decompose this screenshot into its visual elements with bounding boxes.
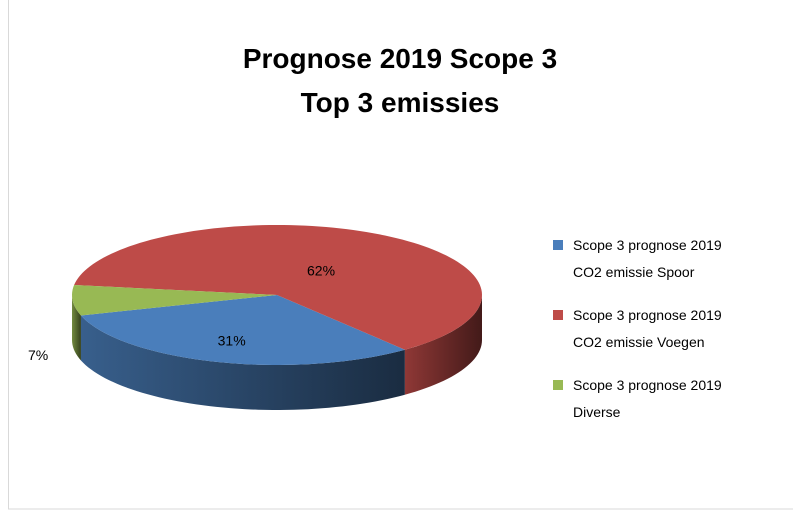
slice-side <box>404 295 482 395</box>
legend-label: Scope 3 prognose 2019 CO2 emissie Spoor <box>573 237 722 280</box>
slice-side <box>80 315 405 410</box>
legend-swatch <box>553 380 563 390</box>
legend-label: Scope 3 prognose 2019 CO2 emissie Voegen <box>573 307 722 350</box>
data-label: 62% <box>307 262 335 278</box>
legend-item: Scope 3 prognose 2019 CO2 emissie Voegen <box>553 302 728 356</box>
data-label: 31% <box>218 332 246 348</box>
slice <box>74 225 482 350</box>
legend-label: Scope 3 prognose 2019 Diverse <box>573 377 722 420</box>
legend-swatch <box>553 240 563 250</box>
legend-item: Scope 3 prognose 2019 CO2 emissie Spoor <box>553 232 728 286</box>
slice <box>72 285 277 316</box>
legend-swatch <box>553 310 563 320</box>
slice-side <box>72 295 81 361</box>
chart-title: Top 3 emissies <box>301 87 500 118</box>
slice <box>80 295 405 365</box>
chart-title: Prognose 2019 Scope 3 <box>243 43 557 74</box>
data-label: 7% <box>28 347 48 363</box>
chart-border <box>8 0 793 510</box>
legend: Scope 3 prognose 2019 CO2 emissie Spoor S… <box>553 232 728 442</box>
legend-item: Scope 3 prognose 2019 Diverse <box>553 372 728 426</box>
